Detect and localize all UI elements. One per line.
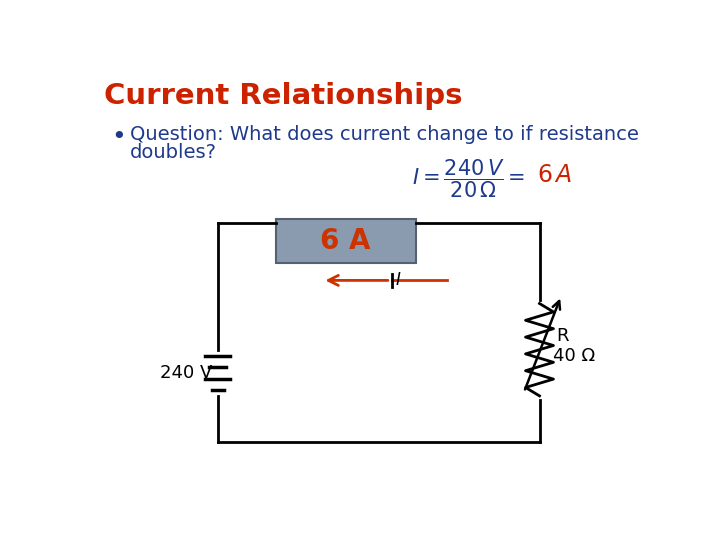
Text: Question: What does current change to if resistance: Question: What does current change to if… bbox=[130, 125, 639, 144]
Text: $I = \dfrac{240\,V}{20\,\Omega} =$: $I = \dfrac{240\,V}{20\,\Omega} =$ bbox=[412, 157, 525, 200]
Text: Current Relationships: Current Relationships bbox=[104, 82, 462, 110]
Text: I: I bbox=[395, 271, 400, 288]
Text: R: R bbox=[557, 327, 569, 345]
Text: doubles?: doubles? bbox=[130, 143, 217, 161]
Text: 6 A: 6 A bbox=[320, 227, 371, 255]
Text: •: • bbox=[112, 125, 127, 149]
Text: $6\,A$: $6\,A$ bbox=[537, 164, 572, 187]
Text: 240 V: 240 V bbox=[160, 364, 212, 382]
Bar bbox=[276, 219, 415, 264]
Text: 40 Ω: 40 Ω bbox=[554, 347, 595, 365]
